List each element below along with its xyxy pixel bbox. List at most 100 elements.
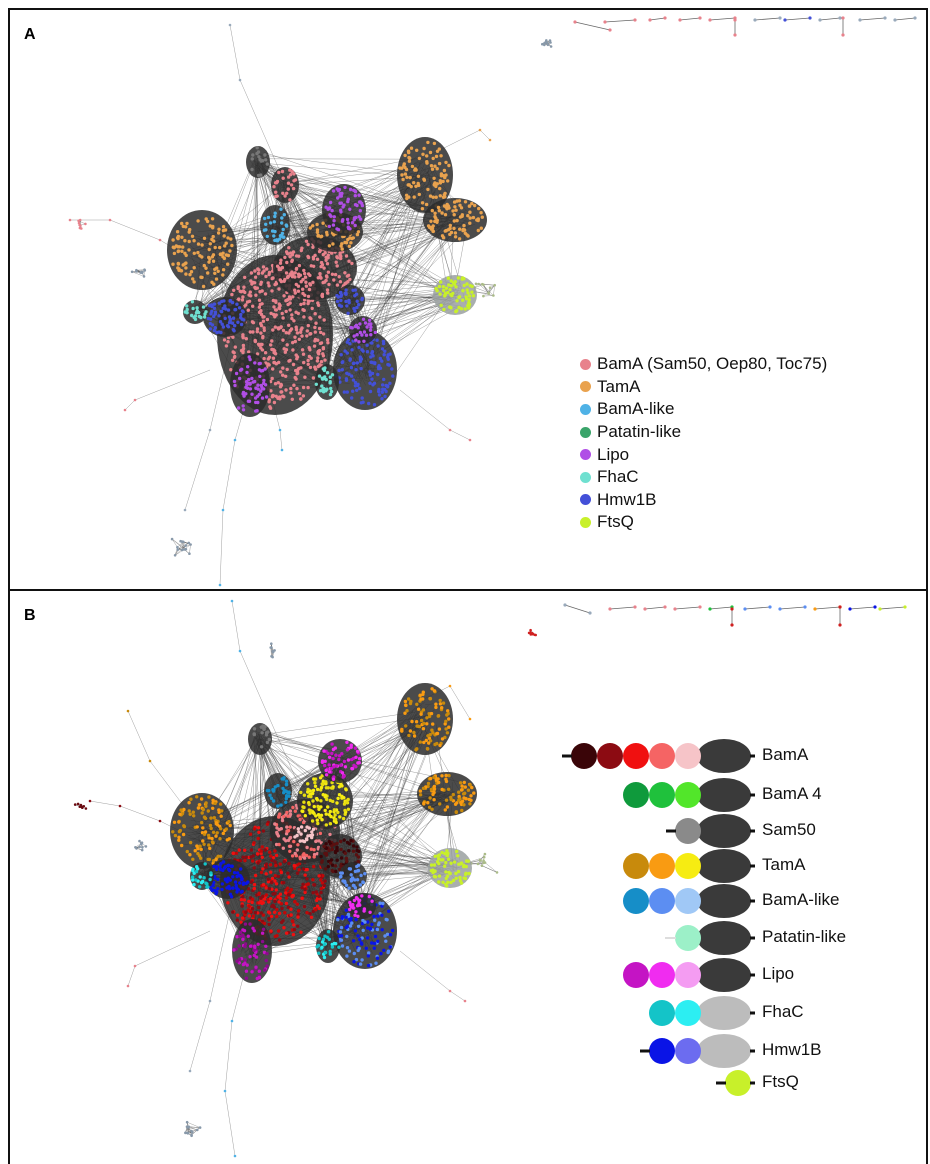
domain-row: [623, 849, 755, 883]
signal-bar: [716, 1081, 726, 1085]
potra-domain: [675, 782, 701, 808]
domain-label: BamA 4: [762, 784, 822, 803]
end-bar: [750, 1081, 755, 1085]
end-bar: [750, 793, 755, 797]
domain-row: [623, 958, 755, 992]
legend-swatch: [580, 516, 591, 528]
signal-bar: [666, 829, 676, 833]
legend-label: BamA (Sam50, Oep80, Toc75): [597, 354, 828, 374]
legend-label: BamA-like: [597, 399, 675, 419]
legend-swatch: [580, 403, 591, 415]
legend-swatch: [580, 471, 591, 483]
domain-label: BamA: [762, 745, 809, 764]
small-fragments: [573, 16, 917, 37]
cluster-body: [315, 364, 339, 400]
legend-item: FhaC: [580, 466, 827, 489]
potra-domain: [725, 1070, 751, 1096]
barrel-domain: [697, 996, 751, 1030]
legend-item: Lipo: [580, 443, 827, 466]
legend-label: Hmw1B: [597, 489, 657, 509]
potra-domain: [649, 888, 675, 914]
end-bar: [750, 973, 755, 977]
potra-domain: [675, 853, 701, 879]
legend-item: Patatin-like: [580, 421, 827, 444]
legend-swatch: [580, 494, 591, 506]
domain-label: Sam50: [762, 820, 816, 839]
barrel-domain: [697, 958, 751, 992]
potra-domain: [649, 743, 675, 769]
barrel-domain: [697, 1034, 751, 1068]
legend-item: TamA: [580, 376, 827, 399]
legend-label: TamA: [597, 376, 641, 396]
cluster-body: [397, 137, 453, 213]
legend-item: BamA (Sam50, Oep80, Toc75): [580, 353, 827, 376]
barrel-domain: [697, 778, 751, 812]
potra-domain: [623, 782, 649, 808]
domain-row: [666, 814, 755, 848]
potra-domain: [571, 743, 597, 769]
signal-bar: [562, 754, 572, 758]
domain-row: [649, 996, 755, 1030]
domain-label: TamA: [762, 855, 806, 874]
barrel-domain: [697, 739, 751, 773]
panel-b: B BamA BamA 4 Sam50 TamA BamA-like Patatin-li…: [8, 589, 928, 1164]
potra-domain: [649, 962, 675, 988]
cluster-body: [264, 773, 292, 809]
potra-domain: [623, 888, 649, 914]
barrel-domain: [697, 884, 751, 918]
domain-label: FhaC: [762, 1002, 804, 1021]
node-layer: [73, 599, 537, 1158]
domain-label: FtsQ: [762, 1072, 799, 1091]
cluster-legend: BamA (Sam50, Oep80, Toc75) TamA BamA-like P…: [580, 353, 827, 534]
potra-domain: [623, 743, 649, 769]
potra-domain: [649, 853, 675, 879]
domain-row: [716, 1070, 755, 1096]
legend-swatch: [580, 381, 591, 393]
domain-row: [623, 884, 755, 918]
legend-item: Hmw1B: [580, 489, 827, 512]
small-fragments: [563, 603, 907, 627]
cluster-body: [271, 167, 299, 203]
cluster-body: [316, 929, 340, 963]
potra-domain: [675, 962, 701, 988]
domain-row: [562, 739, 755, 773]
barrel-domain: [697, 849, 751, 883]
panel-a: A BamA (Sam50, Oep80, Toc75) TamA BamA-lik…: [8, 8, 928, 591]
potra-domain: [649, 782, 675, 808]
legend-item: BamA-like: [580, 398, 827, 421]
potra-domain: [675, 925, 701, 951]
end-bar: [750, 864, 755, 868]
end-bar: [750, 899, 755, 903]
potra-domain: [675, 888, 701, 914]
domain-label: Lipo: [762, 964, 795, 983]
end-bar: [750, 829, 755, 833]
domain-architecture-legend: [562, 739, 755, 1096]
potra-domain: [675, 1000, 701, 1026]
end-bar: [750, 1011, 755, 1015]
domain-row: [623, 778, 755, 812]
legend-swatch: [580, 449, 591, 461]
legend-label: FhaC: [597, 467, 639, 487]
signal-bar: [640, 1049, 650, 1053]
cluster-body: [248, 723, 272, 755]
cluster-body: [333, 330, 397, 410]
barrel-domain: [697, 814, 751, 848]
end-bar: [750, 754, 755, 758]
domain-row: [640, 1034, 755, 1068]
domain-label: Hmw1B: [762, 1040, 822, 1059]
legend-item: FtsQ: [580, 511, 827, 534]
legend-label: Lipo: [597, 444, 630, 464]
legend-swatch: [580, 358, 591, 370]
domain-label: Patatin-like: [762, 927, 847, 946]
end-bar: [750, 1049, 755, 1053]
potra-domain: [649, 1000, 675, 1026]
domain-row: [665, 921, 755, 955]
potra-domain: [623, 962, 649, 988]
barrel-domain: [697, 921, 751, 955]
network-graph-b: [73, 599, 907, 1158]
signal-bar: [665, 937, 676, 939]
panel-b-label: B: [24, 607, 36, 624]
legend-label: Patatin-like: [597, 422, 682, 442]
domain-label: BamA-like: [762, 890, 840, 909]
potra-domain: [623, 853, 649, 879]
